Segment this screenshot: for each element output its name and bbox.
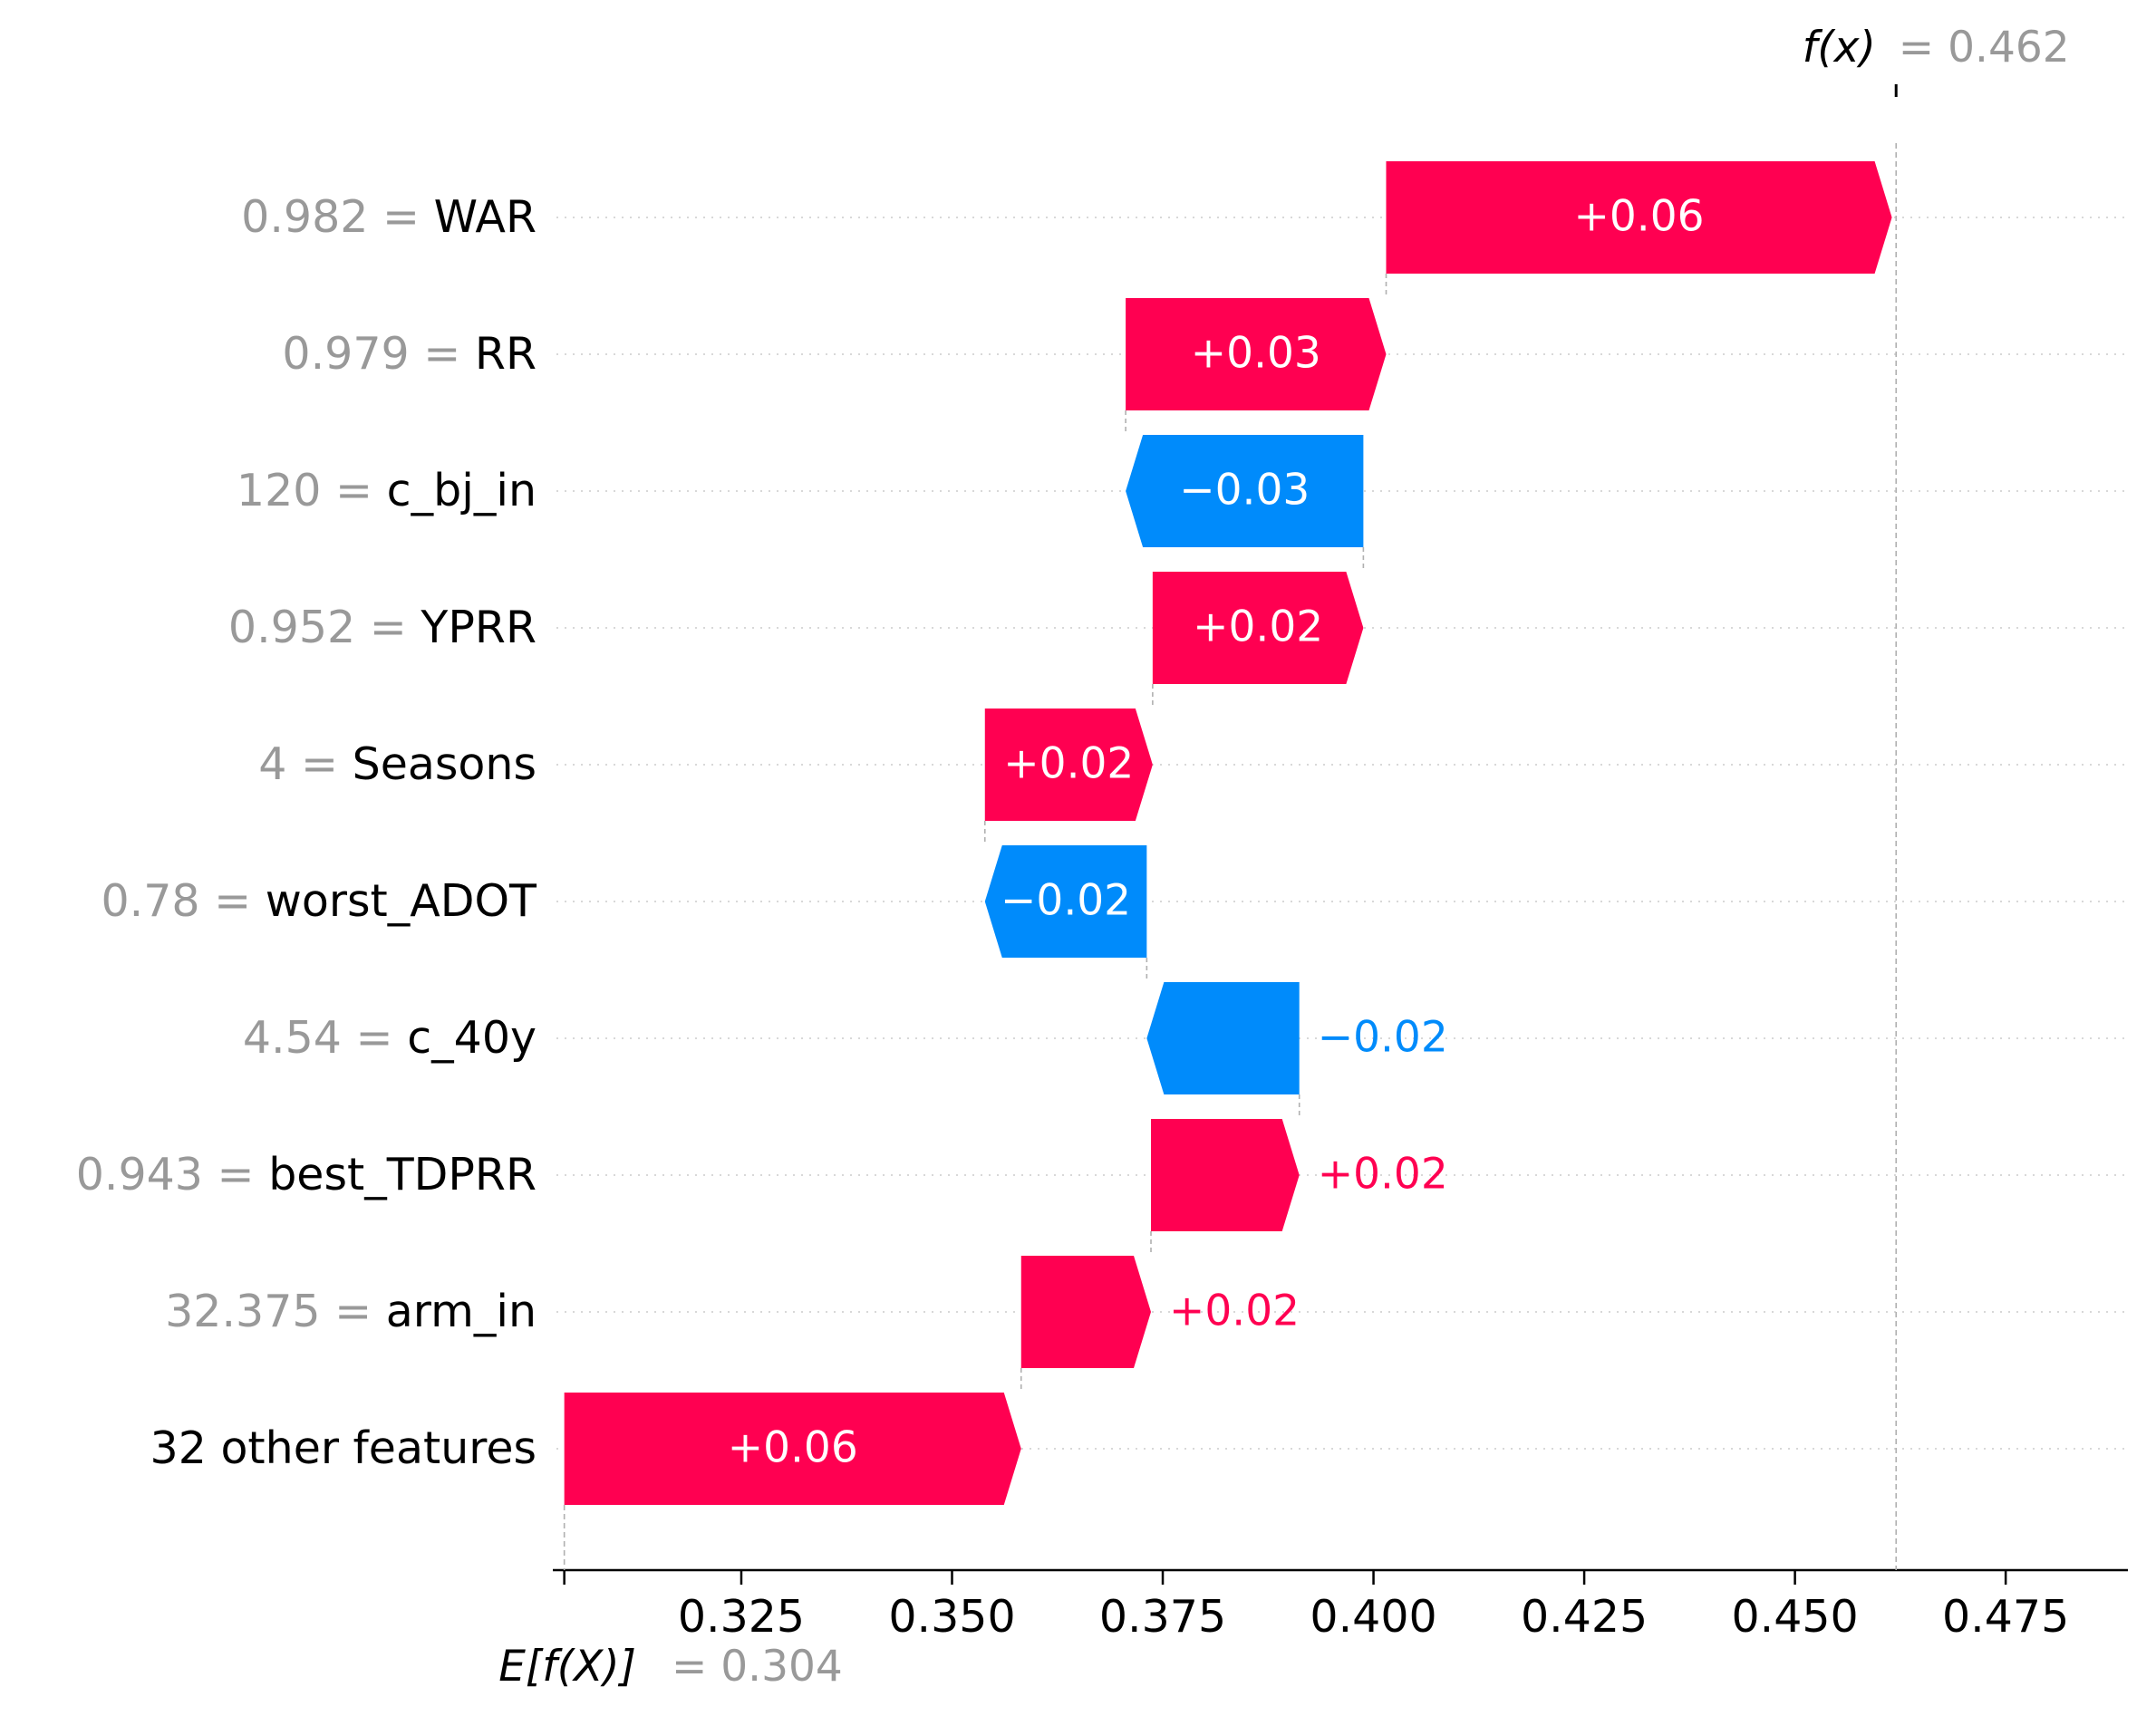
feature-bar <box>1151 1119 1300 1231</box>
feature-label: 0.78 = worst_ADOT <box>101 875 537 927</box>
feature-equals: = <box>286 738 352 790</box>
feature-name: WAR <box>434 191 537 243</box>
feature-value: 0.979 <box>282 328 409 380</box>
bar-value-label: +0.06 <box>1574 192 1705 242</box>
bar-value-label: −0.02 <box>1318 1013 1448 1063</box>
x-axis: 0.325 0.350 0.375 0.400 0.425 0.450 0.475 <box>553 1568 2128 1643</box>
feature-equals: = <box>200 875 266 927</box>
feature-label: 32.375 = arm_in <box>165 1286 537 1337</box>
feature-name: Seasons <box>353 738 537 790</box>
x-tick-label: 0.450 <box>1731 1591 1858 1643</box>
base-label: E[f(X)] <box>498 1642 636 1692</box>
feature-value: 0.952 <box>228 602 355 653</box>
feature-bar <box>1386 161 1892 274</box>
feature-bar <box>984 845 1147 958</box>
feature-label: 0.952 = YPRR <box>228 602 537 653</box>
feature-label: 4.54 = c_40y <box>243 1012 537 1064</box>
bar-value-label: −0.02 <box>1001 876 1131 926</box>
feature-bar <box>1020 1256 1152 1368</box>
feature-name: YPRR <box>420 602 537 653</box>
feature-label: 120 = c_bj_in <box>237 465 537 516</box>
feature-bars: +0.06 +0.03 −0.03 +0.02 +0.02 −0.02 −0.02 +0.02… <box>564 161 1892 1505</box>
feature-equals: = <box>355 602 421 653</box>
feature-label: 0.943 = best_TDPRR <box>76 1149 537 1200</box>
feature-labels: 0.982 = WAR 0.979 = RR 120 = c_bj_in 0.952 … <box>76 191 537 1474</box>
feature-equals: = <box>203 1149 268 1200</box>
bar-value-label: +0.02 <box>1318 1150 1448 1200</box>
x-tick-label: 0.400 <box>1310 1591 1436 1643</box>
feature-equals: = <box>410 328 475 380</box>
feature-label: 0.982 = WAR <box>241 191 537 243</box>
bar-value-label: +0.02 <box>1169 1287 1300 1336</box>
feature-value: 0.78 <box>101 875 199 927</box>
x-tick-label: 0.350 <box>888 1591 1015 1643</box>
output-value-text: = 0.462 <box>1899 23 2070 72</box>
feature-value: 0.943 <box>76 1149 203 1200</box>
base-value-annotation: E[f(X)] = 0.304 <box>498 1642 843 1692</box>
base-value-text: = 0.304 <box>672 1642 843 1692</box>
feature-value: 32.375 <box>165 1286 320 1337</box>
connector-lines <box>983 274 1387 1393</box>
feature-label: 0.979 = RR <box>282 328 537 380</box>
annotations: f(x) = 0.462 E[f(X)] = 0.304 <box>498 23 2069 1692</box>
feature-name: 32 other features <box>150 1422 537 1474</box>
feature-bar <box>1146 982 1300 1094</box>
feature-name: best_TDPRR <box>268 1149 537 1200</box>
feature-bar <box>1152 572 1364 684</box>
bar-value-label: −0.03 <box>1179 466 1310 516</box>
bar-value-label: +0.03 <box>1191 329 1321 379</box>
bar-value-label: +0.06 <box>728 1423 858 1473</box>
feature-name: arm_in <box>386 1286 537 1337</box>
output-value-annotation: f(x) = 0.462 <box>1803 23 2070 72</box>
feature-label: 4 = Seasons <box>258 738 537 790</box>
feature-value: 120 <box>237 465 322 516</box>
feature-value: 4.54 <box>243 1012 342 1064</box>
bar-value-label: +0.02 <box>1193 603 1323 652</box>
output-label: f(x) <box>1803 23 1876 72</box>
feature-bar <box>564 1393 1021 1505</box>
feature-value: 4 <box>258 738 286 790</box>
feature-value: 0.982 <box>241 191 368 243</box>
x-tick-label: 0.325 <box>678 1591 805 1643</box>
feature-equals: = <box>342 1012 407 1064</box>
feature-equals: = <box>321 1286 386 1337</box>
feature-bar <box>1126 298 1387 410</box>
feature-name: c_40y <box>407 1012 537 1064</box>
x-tick-label: 0.425 <box>1521 1591 1648 1643</box>
feature-label: 32 other features <box>150 1422 537 1474</box>
x-tick-label: 0.375 <box>1099 1591 1226 1643</box>
feature-name: worst_ADOT <box>266 875 537 927</box>
feature-bar <box>1126 435 1364 547</box>
feature-equals: = <box>368 191 433 243</box>
bar-value-label: +0.02 <box>1003 739 1134 789</box>
feature-name: RR <box>475 328 537 380</box>
feature-equals: = <box>321 465 386 516</box>
x-tick-label: 0.475 <box>1942 1591 2069 1643</box>
feature-name: c_bj_in <box>387 465 537 516</box>
feature-bar <box>984 709 1153 821</box>
